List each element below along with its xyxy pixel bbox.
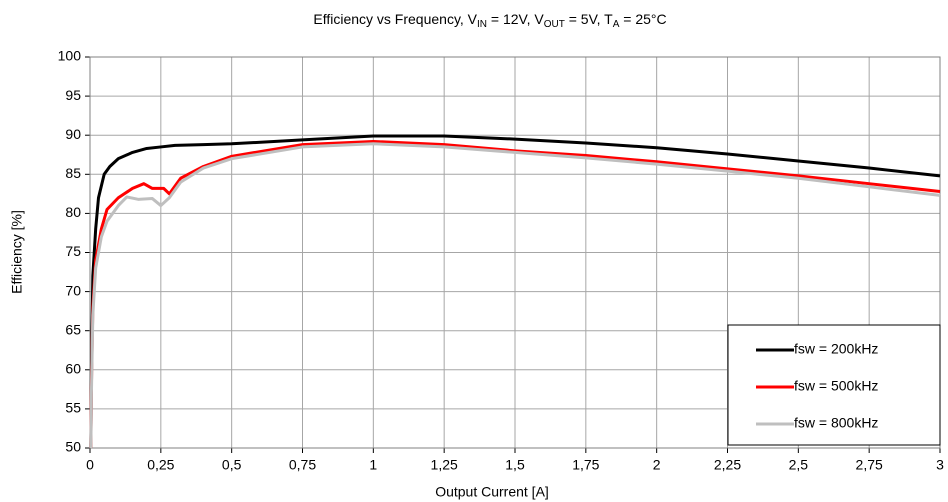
x-tick-label: 1,75 [572,457,599,473]
chart-title: Efficiency vs Frequency, VIN = 12V, VOUT… [313,11,666,30]
x-tick-label: 0,25 [147,457,174,473]
series-line [89,139,941,449]
plot-border [89,56,941,449]
y-tick-label: 50 [65,439,81,455]
legend-label: fsw = 200kHz [794,341,878,357]
x-tick-label: 2,25 [714,457,741,473]
y-tick-label: 75 [65,243,81,259]
x-tick-label: 2,75 [856,457,883,473]
x-tick-label: 1,25 [431,457,458,473]
title-subscript: OUT [544,19,565,30]
x-tick-label: 0,5 [222,457,242,473]
title-text: = 25°C [619,11,666,27]
y-tick-label: 70 [65,282,81,298]
title-text: Efficiency vs Frequency, V [313,11,477,27]
y-tick-label: 60 [65,361,81,377]
y-tick-label: 100 [58,48,82,64]
x-tick-label: 2 [653,457,661,473]
y-tick-label: 55 [65,400,81,416]
series-line [89,142,941,449]
y-tick-label: 85 [65,165,81,181]
title-text: = 12V, V [487,11,544,27]
legend-label: fsw = 500kHz [794,378,878,394]
title-subscript: A [613,19,620,30]
y-tick-label: 65 [65,321,81,337]
y-tick-label: 95 [65,87,81,103]
x-tick-label: 1 [369,457,377,473]
title-subscript: IN [477,19,487,30]
y-tick-label: 90 [65,126,81,142]
x-tick-label: 2,5 [789,457,809,473]
y-tick-label: 80 [65,204,81,220]
x-tick-label: 3 [936,457,944,473]
x-axis-label: Output Current [A] [435,484,549,500]
title-text: = 5V, T [565,11,613,27]
x-tick-label: 1,5 [505,457,525,473]
legend-label: fsw = 800kHz [794,415,878,431]
x-tick-label: 0,75 [289,457,316,473]
x-tick-label: 0 [86,457,94,473]
y-axis-label: Efficiency [%] [9,210,25,294]
series-line [89,134,941,449]
